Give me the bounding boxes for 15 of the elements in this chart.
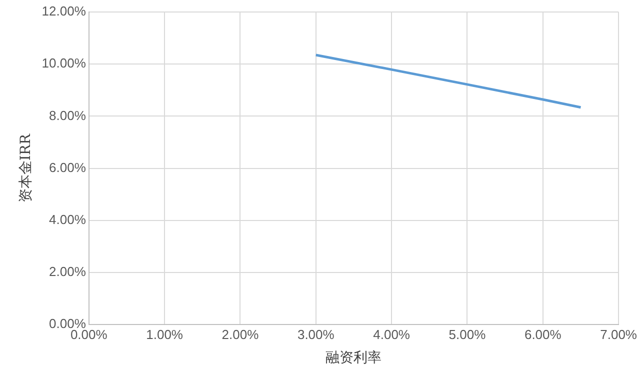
x-tick-label: 3.00% bbox=[297, 326, 335, 342]
y-tick-label: 12.00% bbox=[42, 4, 86, 19]
x-tick-label: 4.00% bbox=[373, 326, 410, 342]
y-tick-label: 6.00% bbox=[49, 160, 86, 175]
y-tick-label: 8.00% bbox=[49, 108, 86, 123]
x-tick-label: 5.00% bbox=[448, 326, 486, 342]
x-tick-label: 6.00% bbox=[524, 326, 562, 342]
y-tick-label: 10.00% bbox=[42, 56, 86, 71]
x-tick-label: 1.00% bbox=[146, 326, 184, 342]
x-tick-label: 7.00% bbox=[600, 326, 638, 342]
x-axis-title: 融资利率 bbox=[326, 350, 382, 366]
x-tick-label: 2.00% bbox=[222, 326, 260, 342]
y-axis-title: 资本金IRR bbox=[18, 134, 34, 203]
y-tick-label: 2.00% bbox=[49, 264, 86, 280]
y-tick-label: 4.00% bbox=[49, 212, 86, 227]
